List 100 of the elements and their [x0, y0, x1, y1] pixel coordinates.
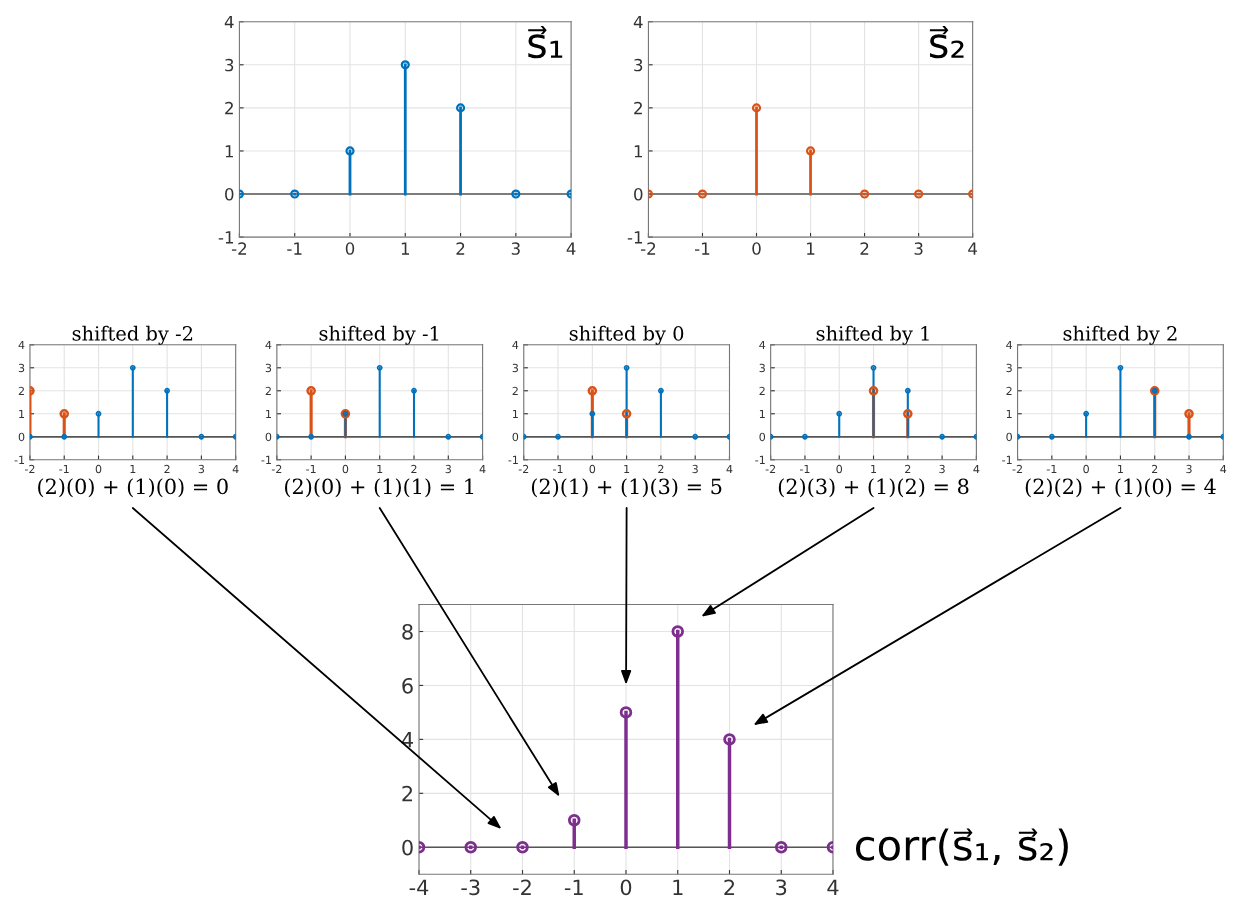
x-tick-label: -1: [799, 464, 810, 474]
y-tick-label: 3: [18, 363, 25, 373]
x-axis-title: (2)(2) + (1)(0) = 4: [1025, 478, 1216, 498]
x-tick-label: 1: [807, 242, 815, 255]
y-tick-label: 3: [512, 363, 518, 373]
x-axis-title: (2)(0) + (1)(1) = 1: [285, 478, 474, 498]
y-tick-label: 4: [512, 340, 519, 350]
x-tick-label: 4: [479, 464, 486, 474]
x-tick-label: -3: [461, 879, 480, 896]
y-tick-label: 0: [759, 432, 766, 442]
y-tick-label: -1: [755, 455, 765, 464]
annotation: s⃗₁: [528, 26, 563, 59]
y-tick-label: -1: [627, 231, 643, 244]
x-tick-label: 0: [95, 464, 102, 474]
y-tick-label: 3: [265, 363, 272, 373]
x-tick-label: -2: [271, 464, 282, 474]
x-tick-label: 2: [1152, 464, 1158, 474]
y-tick-label: 1: [225, 145, 234, 158]
x-tick-label: 4: [566, 242, 576, 255]
x-tick-label: 2: [905, 464, 911, 474]
y-tick-label: 2: [225, 101, 233, 115]
x-tick-label: -1: [1046, 464, 1057, 474]
y-tick-label: -1: [508, 455, 518, 464]
y-tick-label: 8: [402, 623, 413, 640]
x-tick-label: 2: [164, 464, 170, 474]
x-tick-label: 3: [445, 464, 451, 474]
chart-title: shifted by -2: [72, 325, 193, 345]
y-tick-label: 2: [18, 386, 24, 395]
x-tick-label: -2: [231, 242, 247, 255]
x-tick-label: 0: [342, 464, 349, 474]
x-tick-label: 0: [836, 464, 843, 474]
x-tick-label: 3: [914, 242, 923, 255]
y-tick-label: 1: [759, 409, 765, 418]
y-tick-label: 0: [634, 187, 643, 201]
x-tick-label: -1: [564, 879, 583, 895]
x-axis-title: (2)(1) + (1)(3) = 5: [531, 478, 722, 498]
y-tick-label: 0: [225, 187, 234, 201]
y-tick-label: 4: [1006, 340, 1013, 350]
x-tick-label: -1: [59, 464, 69, 474]
x-tick-label: -2: [765, 464, 776, 474]
y-tick-label: 0: [402, 839, 413, 856]
x-tick-label: 2: [724, 879, 735, 895]
y-tick-label: 4: [265, 340, 272, 350]
y-tick-label: 1: [266, 409, 271, 418]
chart-title: shifted by 1: [816, 325, 929, 345]
x-tick-label: -1: [306, 464, 316, 474]
y-tick-label: 3: [225, 58, 234, 72]
y-tick-label: 6: [402, 677, 413, 694]
y-tick-label: 1: [634, 145, 643, 158]
x-tick-label: 1: [130, 464, 136, 474]
y-tick-label: 4: [18, 340, 25, 350]
x-tick-label: 4: [968, 242, 978, 255]
x-tick-label: -1: [287, 242, 302, 255]
x-tick-label: -4: [409, 879, 429, 895]
y-tick-label: 2: [1006, 386, 1012, 395]
x-tick-label: 2: [456, 242, 465, 255]
x-tick-label: 0: [1083, 464, 1089, 474]
y-tick-label: 3: [1006, 363, 1012, 373]
y-tick-label: -1: [1002, 455, 1012, 464]
y-tick-label: 0: [265, 432, 272, 442]
x-tick-label: -2: [518, 464, 529, 474]
x-tick-label: 1: [673, 879, 683, 895]
y-tick-label: 2: [634, 101, 642, 115]
y-tick-label: 2: [265, 386, 271, 395]
y-tick-label: -1: [218, 231, 234, 244]
x-tick-label: 3: [776, 879, 787, 896]
y-tick-label: 4: [224, 15, 234, 29]
x-tick-label: 2: [658, 464, 664, 474]
x-tick-label: 3: [198, 464, 205, 474]
y-tick-label: 1: [513, 409, 518, 418]
annotation: s⃗₂: [929, 26, 964, 59]
y-tick-label: 2: [759, 386, 765, 395]
x-tick-label: 4: [726, 464, 733, 474]
chart-title: shifted by 2: [1063, 325, 1177, 345]
x-tick-label: -1: [694, 242, 710, 255]
chart-title: shifted by 0: [569, 325, 684, 345]
y-tick-label: 3: [759, 363, 765, 373]
x-tick-label: 0: [345, 242, 355, 255]
y-tick-label: 3: [634, 58, 643, 72]
x-tick-label: 3: [1186, 464, 1192, 474]
x-tick-label: 4: [973, 464, 980, 474]
y-tick-label: 0: [512, 432, 519, 442]
x-tick-label: 3: [939, 464, 945, 474]
x-axis-title: (2)(3) + (1)(2) = 8: [778, 478, 969, 498]
x-tick-label: 1: [377, 464, 383, 474]
y-tick-label: 1: [1006, 409, 1012, 418]
x-tick-label: 2: [860, 242, 869, 255]
x-tick-label: -2: [24, 464, 35, 474]
x-tick-label: 4: [827, 879, 839, 895]
x-tick-label: -2: [513, 879, 531, 895]
text: corr(s⃗₁, s⃗₂): [855, 828, 1068, 866]
x-tick-label: 1: [1118, 464, 1123, 474]
y-tick-label: 4: [633, 15, 643, 29]
x-tick-label: -2: [640, 242, 656, 255]
y-tick-label: 0: [1006, 432, 1012, 442]
x-tick-label: 1: [624, 464, 630, 474]
y-tick-label: 0: [18, 432, 25, 442]
y-tick-label: 2: [512, 386, 518, 395]
y-tick-label: -1: [14, 455, 25, 464]
x-tick-label: 0: [589, 464, 596, 474]
